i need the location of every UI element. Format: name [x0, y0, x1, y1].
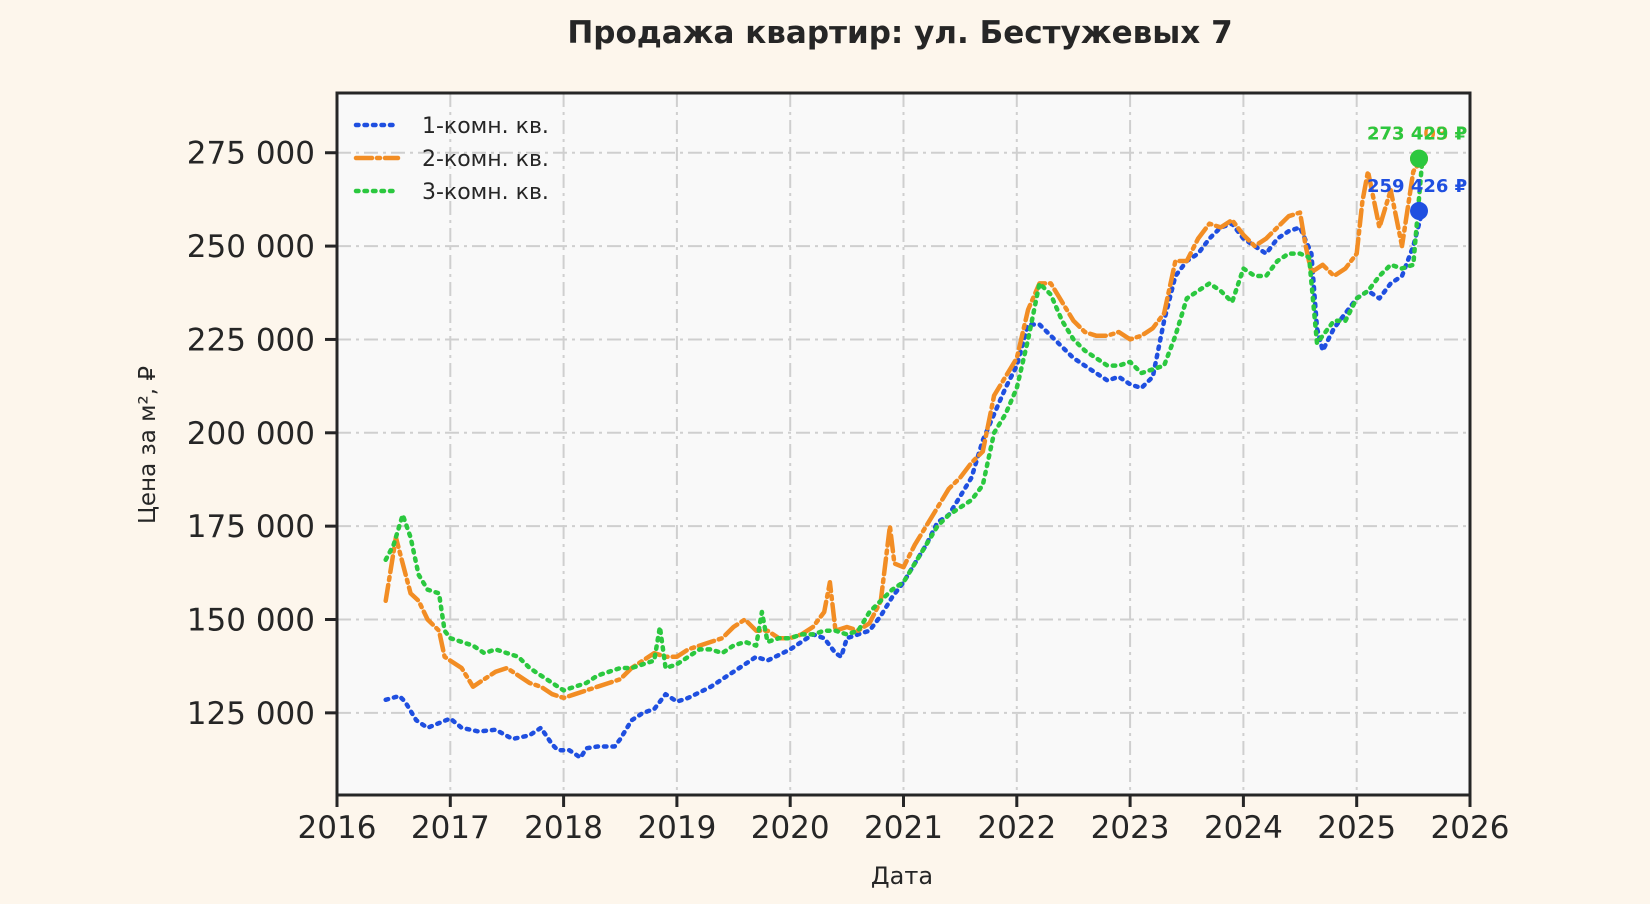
end-marker-1 [1410, 201, 1429, 220]
y-tick-label: 175 000 [187, 509, 315, 545]
axes: 2016 2017 2018 2019 2020 2021 2022 2023 2024 2025… [187, 136, 1510, 846]
end-markers: 259 426 ₽ 273 403 ₽273 429 ₽ [1367, 124, 1467, 220]
end-marker-3 [1410, 149, 1429, 168]
legend-label-2: 2-комн. кв. [422, 147, 549, 172]
x-tick-label: 2019 [637, 810, 716, 846]
y-tick-label: 275 000 [187, 136, 315, 172]
series-line-3 [383, 156, 1425, 693]
x-tick-label: 2020 [751, 810, 830, 846]
x-tick-label: 2021 [864, 810, 943, 846]
y-tick-label: 200 000 [187, 416, 315, 452]
x-tick-label: 2024 [1204, 810, 1283, 846]
x-axis-label: Дата [871, 862, 933, 890]
x-tick-label: 2017 [411, 810, 490, 846]
y-tick-label: 150 000 [187, 603, 315, 639]
y-tick-label: 225 000 [187, 322, 315, 358]
y-axis-label: Цена за м², ₽ [135, 366, 161, 524]
legend-label-3: 3-комн. кв. [422, 180, 549, 205]
end-marker-label-2: 273 403 ₽ [1367, 124, 1467, 145]
x-tick-label: 2025 [1317, 810, 1396, 846]
end-marker-label-3: 273 429 ₽ [1367, 124, 1467, 145]
series-line-1 [383, 208, 1425, 760]
legend: 1-комн. кв. 2-комн. кв. 3-комн. кв. [353, 114, 549, 205]
y-tick-label: 250 000 [187, 229, 315, 265]
series-lines [383, 156, 1425, 760]
series-line-2 [383, 156, 1425, 701]
chart-title: Продажа квартир: ул. Бестужевых 7 [567, 15, 1232, 51]
end-marker-label-1: 259 426 ₽ [1367, 176, 1467, 197]
x-tick-label: 2016 [298, 810, 377, 846]
x-tick-label: 2023 [1091, 810, 1170, 846]
y-tick-label: 125 000 [187, 696, 315, 732]
x-tick-label: 2026 [1431, 810, 1510, 846]
x-tick-label: 2022 [977, 810, 1056, 846]
legend-label-1: 1-комн. кв. [422, 114, 549, 139]
x-tick-label: 2018 [524, 810, 603, 846]
